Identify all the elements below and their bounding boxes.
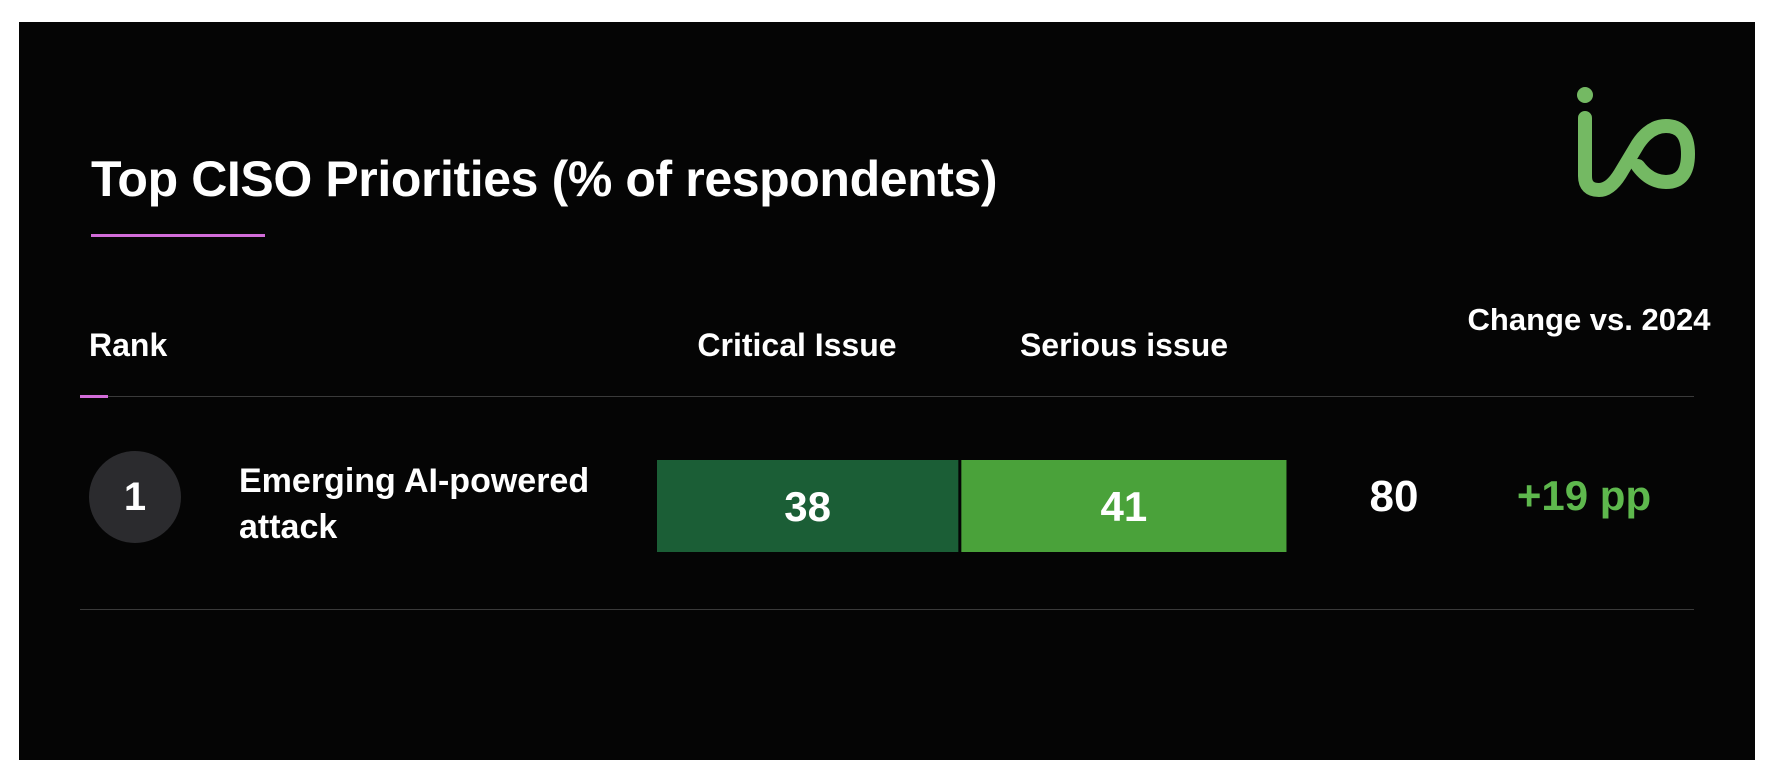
io-logo-icon bbox=[1577, 87, 1695, 197]
column-header-critical: Critical Issue bbox=[697, 327, 897, 363]
chart-panel: Top CISO Priorities (% of respondents) R… bbox=[19, 22, 1755, 760]
bar-segment-critical bbox=[657, 460, 959, 552]
column-header-serious: Serious issue bbox=[1019, 327, 1229, 363]
header-divider-accent bbox=[80, 395, 108, 398]
title-underline bbox=[91, 234, 265, 237]
chart-title: Top CISO Priorities (% of respondents) bbox=[91, 151, 998, 207]
row-label: Emerging AI-powered attack bbox=[239, 462, 590, 546]
row-divider bbox=[80, 609, 1694, 610]
row-change: +19 pp bbox=[1516, 472, 1652, 519]
bar-label-serious: 41 bbox=[1101, 483, 1148, 530]
rank-badge: 1 bbox=[89, 451, 181, 543]
header-divider bbox=[80, 396, 1694, 397]
column-header-rank: Rank bbox=[89, 327, 168, 363]
row-total: 80 bbox=[1369, 472, 1419, 521]
column-header-change: Change vs. 2024 bbox=[1467, 302, 1711, 337]
bar-segment-serious bbox=[961, 460, 1287, 552]
stacked-bar-area: 38 41 bbox=[657, 460, 1287, 552]
bar-label-critical: 38 bbox=[784, 483, 831, 530]
